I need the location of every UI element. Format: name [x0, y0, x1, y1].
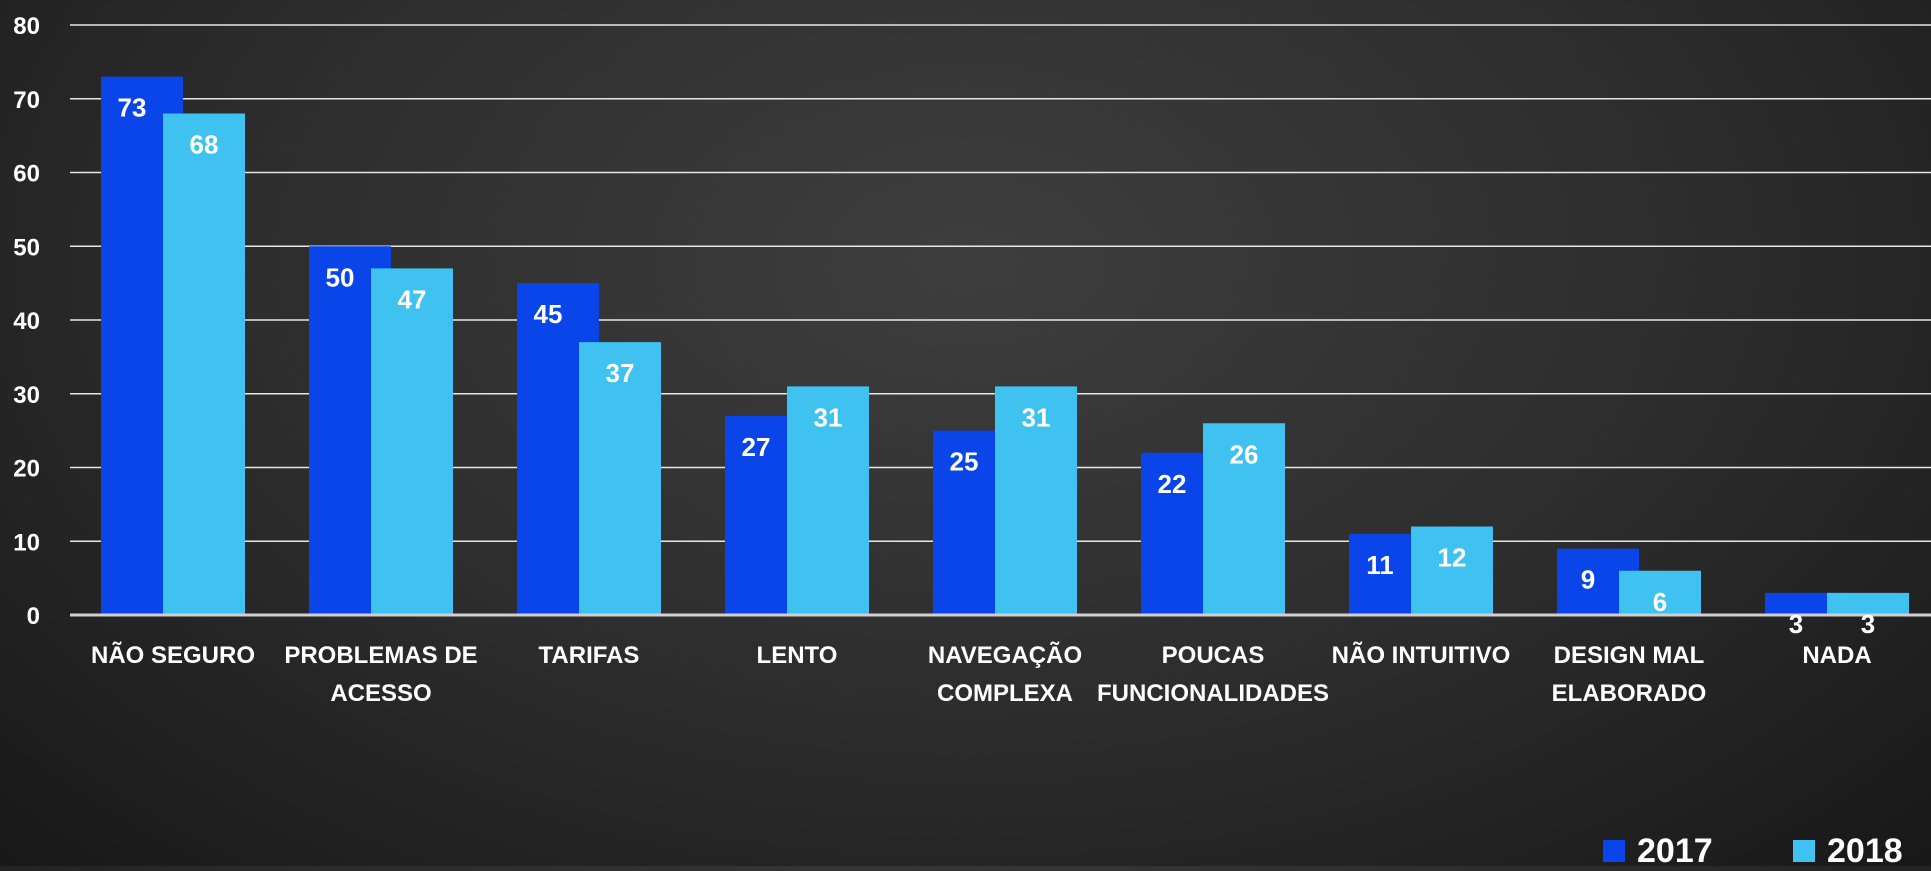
category-label: NAVEGAÇÃO COMPLEXA: [928, 641, 1082, 707]
bar-2018: [1203, 423, 1285, 615]
category-label: POUCAS FUNCIONALIDADES: [1097, 642, 1329, 707]
y-tick-label: 30: [13, 382, 40, 409]
data-label: 6: [1653, 587, 1667, 617]
data-label: 26: [1230, 439, 1259, 469]
data-label: 50: [326, 262, 355, 292]
category-label-line: NADA: [1802, 642, 1871, 669]
data-label: 68: [190, 130, 219, 160]
bar-2018: [1619, 570, 1701, 615]
bar-2018: [163, 113, 245, 615]
data-label: 9: [1581, 565, 1595, 595]
data-label: 25: [950, 447, 979, 477]
legend: 2017 2018: [1603, 832, 1903, 870]
bar-2018: [579, 342, 661, 615]
bars: [101, 76, 1909, 615]
category-label: NADA: [1802, 642, 1871, 669]
bar-2018: [995, 386, 1077, 615]
data-label: 45: [534, 299, 563, 329]
category-label-line: POUCAS: [1162, 642, 1265, 669]
bar-2018: [787, 386, 869, 615]
category-label: DESIGN MAL ELABORADO: [1552, 642, 1707, 707]
category-label: NÃO SEGURO: [91, 641, 255, 669]
category-label-line: DESIGN MAL: [1554, 642, 1705, 669]
data-label: 37: [606, 358, 635, 388]
category-label-line: ACESSO: [330, 680, 431, 707]
category-label-line: NÃO INTUITIVO: [1332, 641, 1511, 669]
data-label: 31: [814, 402, 843, 432]
category-label: PROBLEMAS DE ACESSO: [284, 642, 477, 707]
category-label-line: TARIFAS: [539, 642, 640, 669]
data-label: 3: [1789, 609, 1803, 639]
data-label: 31: [1022, 402, 1051, 432]
bar-2018: [1827, 592, 1909, 615]
data-labels: 73 68 50 47 45 37 27 31 25 31 22 26 11 12 9 6 3 3: [118, 93, 1876, 639]
category-label: LENTO: [757, 642, 838, 669]
bar-2018: [1411, 526, 1493, 615]
y-tick-label: 40: [13, 308, 40, 335]
legend-label: 2018: [1827, 832, 1903, 866]
category-label-line: NÃO SEGURO: [91, 641, 255, 669]
legend-label: 2017: [1637, 832, 1713, 866]
category-label: TARIFAS: [539, 642, 640, 669]
category-label-line: LENTO: [757, 642, 838, 669]
y-tick-label: 20: [13, 456, 40, 483]
category-label: NÃO INTUITIVO: [1332, 641, 1511, 669]
data-label: 47: [398, 284, 427, 314]
y-tick-label: 0: [27, 603, 40, 630]
bar-2018: [371, 268, 453, 615]
data-label: 3: [1861, 609, 1875, 639]
y-tick-label: 70: [13, 87, 40, 114]
y-tick-label: 50: [13, 234, 40, 261]
legend-swatch-2018: [1793, 840, 1815, 862]
y-tick-label: 10: [13, 529, 40, 556]
category-label-line: NAVEGAÇÃO: [928, 641, 1082, 669]
y-tick-label: 60: [13, 161, 40, 188]
bar-2017: [1765, 592, 1847, 615]
category-label-line: ELABORADO: [1552, 680, 1707, 707]
axis: 0 10 20 30 40 50 60 70 80 NÃO SEGURO PROBLEMAS DE A…: [13, 13, 1931, 707]
data-label: 22: [1158, 469, 1187, 499]
y-tick-label: 80: [13, 13, 40, 40]
category-label-line: FUNCIONALIDADES: [1097, 680, 1329, 707]
data-label: 73: [118, 93, 147, 123]
category-label-line: COMPLEXA: [937, 680, 1073, 707]
data-label: 12: [1438, 543, 1467, 573]
legend-swatch-2017: [1603, 840, 1625, 862]
category-label-line: PROBLEMAS DE: [284, 642, 477, 669]
data-label: 11: [1366, 550, 1394, 580]
data-label: 27: [742, 432, 771, 462]
